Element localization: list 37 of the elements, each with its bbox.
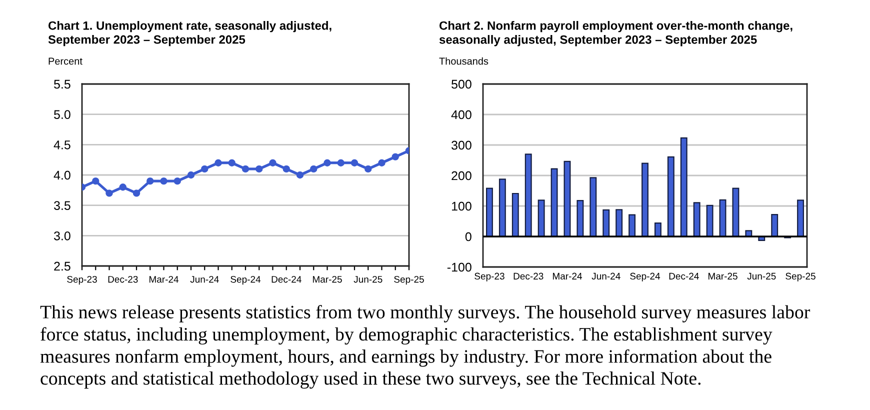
x-tick-label: Mar-25 — [708, 272, 738, 280]
y-tick-label: 400 — [451, 110, 472, 120]
y-tick-label: 3.5 — [54, 201, 70, 210]
y-tick-label: 200 — [452, 171, 472, 180]
x-tick-label: Jun-24 — [592, 272, 620, 280]
x-tick-label: Sep-25 — [786, 272, 816, 282]
y-tick-label: 100 — [452, 202, 472, 211]
text: This news release presents statistics from two monthly surveys. The household survey measures labor force status, including unemployment, by demographic characteristics. The establishment survey measures nonfarm employment, hours, and earnings by industry. For more information about the concepts and statistical methodology used in these two surveys, see the Technical Note. — [40, 305, 810, 389]
x-tick-label: Mar-25 — [312, 276, 342, 283]
y-tick-label: -100 — [447, 262, 472, 272]
x-tick-label: Mar-24 — [552, 272, 582, 280]
x-tick-label: Jun-24 — [190, 276, 219, 283]
x-tick-label: Dec-24 — [669, 272, 699, 280]
y-axis-title: Percent — [48, 58, 82, 65]
y-tick-label: 500 — [452, 80, 472, 89]
x-tick-label: Sep-23 — [474, 272, 504, 282]
x-tick-label: Sep-24 — [630, 272, 660, 282]
y-tick-label: 3.0 — [54, 231, 70, 240]
x-tick-label: Jun-25 — [354, 276, 382, 283]
x-tick-label: Sep-24 — [230, 276, 261, 285]
x-tick-label: Dec-23 — [514, 272, 544, 280]
chart-title: Chart 1. Unemployment rate, seasonally adjusted, September 2023 – September 2025 — [48, 21, 332, 46]
x-tick-label: Jun-25 — [747, 272, 776, 280]
y-tick-label: 4.0 — [54, 170, 70, 180]
y-tick-label: 4.5 — [54, 140, 70, 150]
x-tick-label: Sep-23 — [67, 276, 97, 285]
x-tick-label: Dec-24 — [272, 276, 302, 283]
chart-title: Chart 2. Nonfarm payroll employment over-the-month change, seasonally adjusted, September 2023 – September 2025 — [439, 21, 792, 46]
y-tick-label: 0 — [465, 232, 472, 242]
x-tick-label: Sep-25 — [394, 276, 424, 285]
y-tick-label: 300 — [452, 140, 472, 150]
x-tick-label: Mar-24 — [149, 276, 179, 283]
y-tick-label: 5.0 — [54, 110, 70, 119]
x-tick-label: Dec-23 — [108, 276, 138, 283]
y-tick-label: 5.5 — [54, 80, 70, 89]
y-tick-label: 2.5 — [54, 262, 70, 271]
y-axis-title: Thousands — [439, 57, 488, 65]
